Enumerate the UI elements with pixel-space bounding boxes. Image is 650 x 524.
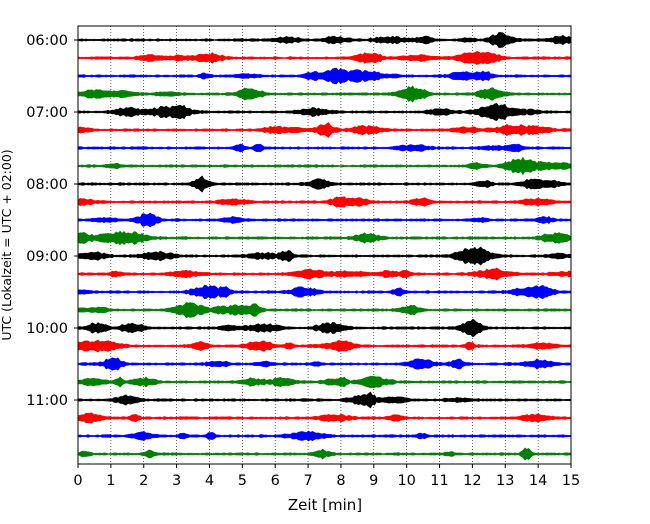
x-tick-label: 11: [430, 473, 448, 489]
x-tick-label: 14: [529, 473, 547, 489]
y-tick-label: 06:00: [26, 33, 68, 49]
trace-1030: [77, 357, 572, 371]
plot-frame: [77, 25, 572, 465]
y-tick-label: 07:00: [26, 105, 68, 121]
trace-1100: [77, 391, 572, 409]
trace-0945: [77, 301, 572, 319]
trace-0700: [77, 102, 572, 122]
trace-0800: [77, 175, 572, 193]
x-tick-label: 5: [238, 473, 247, 489]
y-tick-label: 10:00: [26, 321, 68, 337]
x-tick-label: 4: [205, 473, 214, 489]
x-tick-label: 15: [562, 473, 580, 489]
trace-1145: [77, 447, 572, 461]
trace-0845: [77, 230, 572, 246]
trace-0600: [77, 31, 572, 49]
trace-0630: [77, 67, 572, 85]
tick-layer: 0 1 2 3 4 5 6 7 8 9 10 11 12 13 14 1506:0007:0008:0009:…: [26, 33, 580, 489]
x-tick-label: 10: [397, 473, 415, 489]
trace-0900: [77, 246, 572, 266]
trace-0715: [77, 121, 572, 139]
trace-0815: [77, 196, 572, 208]
trace-1015: [77, 339, 572, 353]
trace-1045: [77, 375, 572, 389]
trace-0645: [77, 85, 572, 103]
x-axis-label: Zeit [min]: [288, 496, 362, 514]
trace-layer: [77, 31, 572, 461]
x-tick-label: 6: [271, 473, 280, 489]
trace-0830: [77, 212, 572, 228]
x-tick-label: 1: [106, 473, 115, 489]
trace-0745: [77, 156, 572, 176]
x-tick-label: 8: [336, 473, 345, 489]
trace-0915: [77, 267, 572, 281]
y-tick-label: 11:00: [26, 393, 68, 409]
y-tick-label: 09:00: [26, 249, 68, 265]
y-axis-label: UTC (Lokalzeit = UTC + 02:00): [0, 149, 14, 340]
grid-layer: [110, 26, 539, 464]
trace-0930: [77, 284, 572, 300]
trace-1130: [77, 430, 572, 442]
trace-1115: [77, 412, 572, 424]
x-tick-label: 7: [303, 473, 312, 489]
trace-0730: [77, 143, 572, 153]
x-tick-label: 13: [496, 473, 514, 489]
trace-0615: [77, 51, 572, 65]
trace-1000: [77, 318, 572, 338]
x-tick-label: 3: [172, 473, 181, 489]
x-tick-label: 0: [73, 473, 82, 489]
x-tick-label: 2: [139, 473, 148, 489]
x-tick-label: 9: [369, 473, 378, 489]
x-tick-label: 12: [463, 473, 481, 489]
y-tick-label: 08:00: [26, 177, 68, 193]
